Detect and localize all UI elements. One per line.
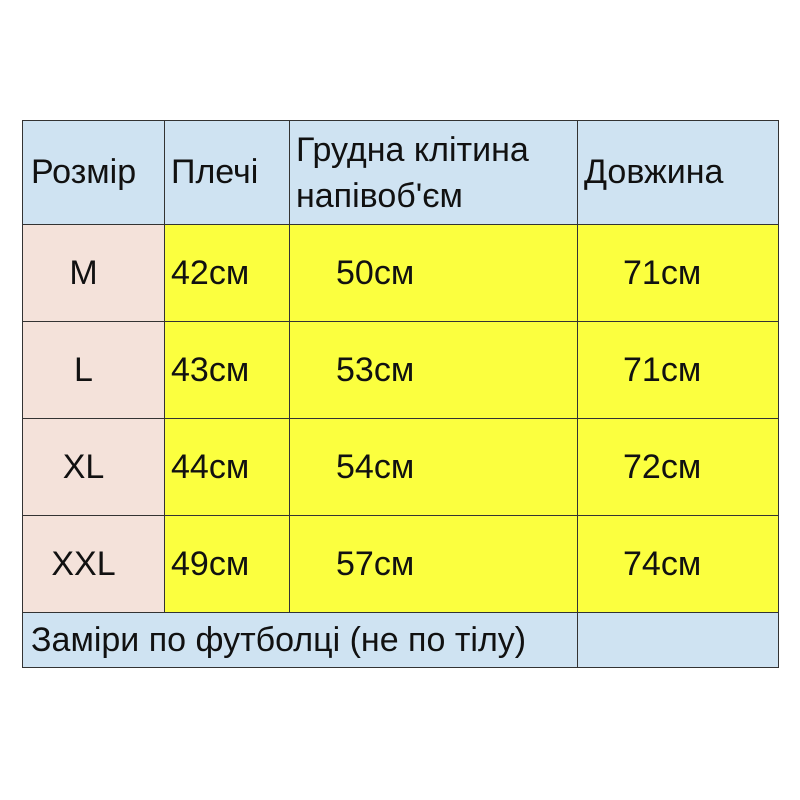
size-cell: M — [22, 224, 165, 322]
measure-cell: 74см — [577, 515, 779, 613]
header-cell: Плечі — [164, 120, 290, 225]
measure-cell: 49см — [164, 515, 290, 613]
table-body: M 42см 50см 71см L 43см 53см 71см XL 44см 54см 72см… — [22, 224, 779, 613]
header-row: Розмір Плечі Грудна клітина напівоб'єм Д… — [22, 120, 779, 225]
footer-empty — [577, 612, 779, 668]
size-row: XXL 49см 57см 74см — [22, 515, 779, 613]
measure-cell: 71см — [577, 321, 779, 419]
measure-cell: 71см — [577, 224, 779, 322]
footer-note: Заміри по футболці (не по тілу) — [22, 612, 578, 668]
header-cell: Довжина — [577, 120, 779, 225]
measure-cell: 44см — [164, 418, 290, 516]
measure-cell: 72см — [577, 418, 779, 516]
footer-row: Заміри по футболці (не по тілу) — [22, 612, 779, 668]
size-cell: XL — [22, 418, 165, 516]
size-table: Розмір Плечі Грудна клітина напівоб'єм Д… — [22, 120, 779, 668]
measure-cell: 54см — [289, 418, 578, 516]
measure-cell: 57см — [289, 515, 578, 613]
header-cell: Грудна клітина напівоб'єм — [289, 120, 578, 225]
measure-cell: 42см — [164, 224, 290, 322]
header-cell: Розмір — [22, 120, 165, 225]
measure-cell: 53см — [289, 321, 578, 419]
measure-cell: 43см — [164, 321, 290, 419]
measure-cell: 50см — [289, 224, 578, 322]
size-cell: XXL — [22, 515, 165, 613]
size-cell: L — [22, 321, 165, 419]
size-row: XL 44см 54см 72см — [22, 418, 779, 516]
size-row: M 42см 50см 71см — [22, 224, 779, 322]
size-row: L 43см 53см 71см — [22, 321, 779, 419]
